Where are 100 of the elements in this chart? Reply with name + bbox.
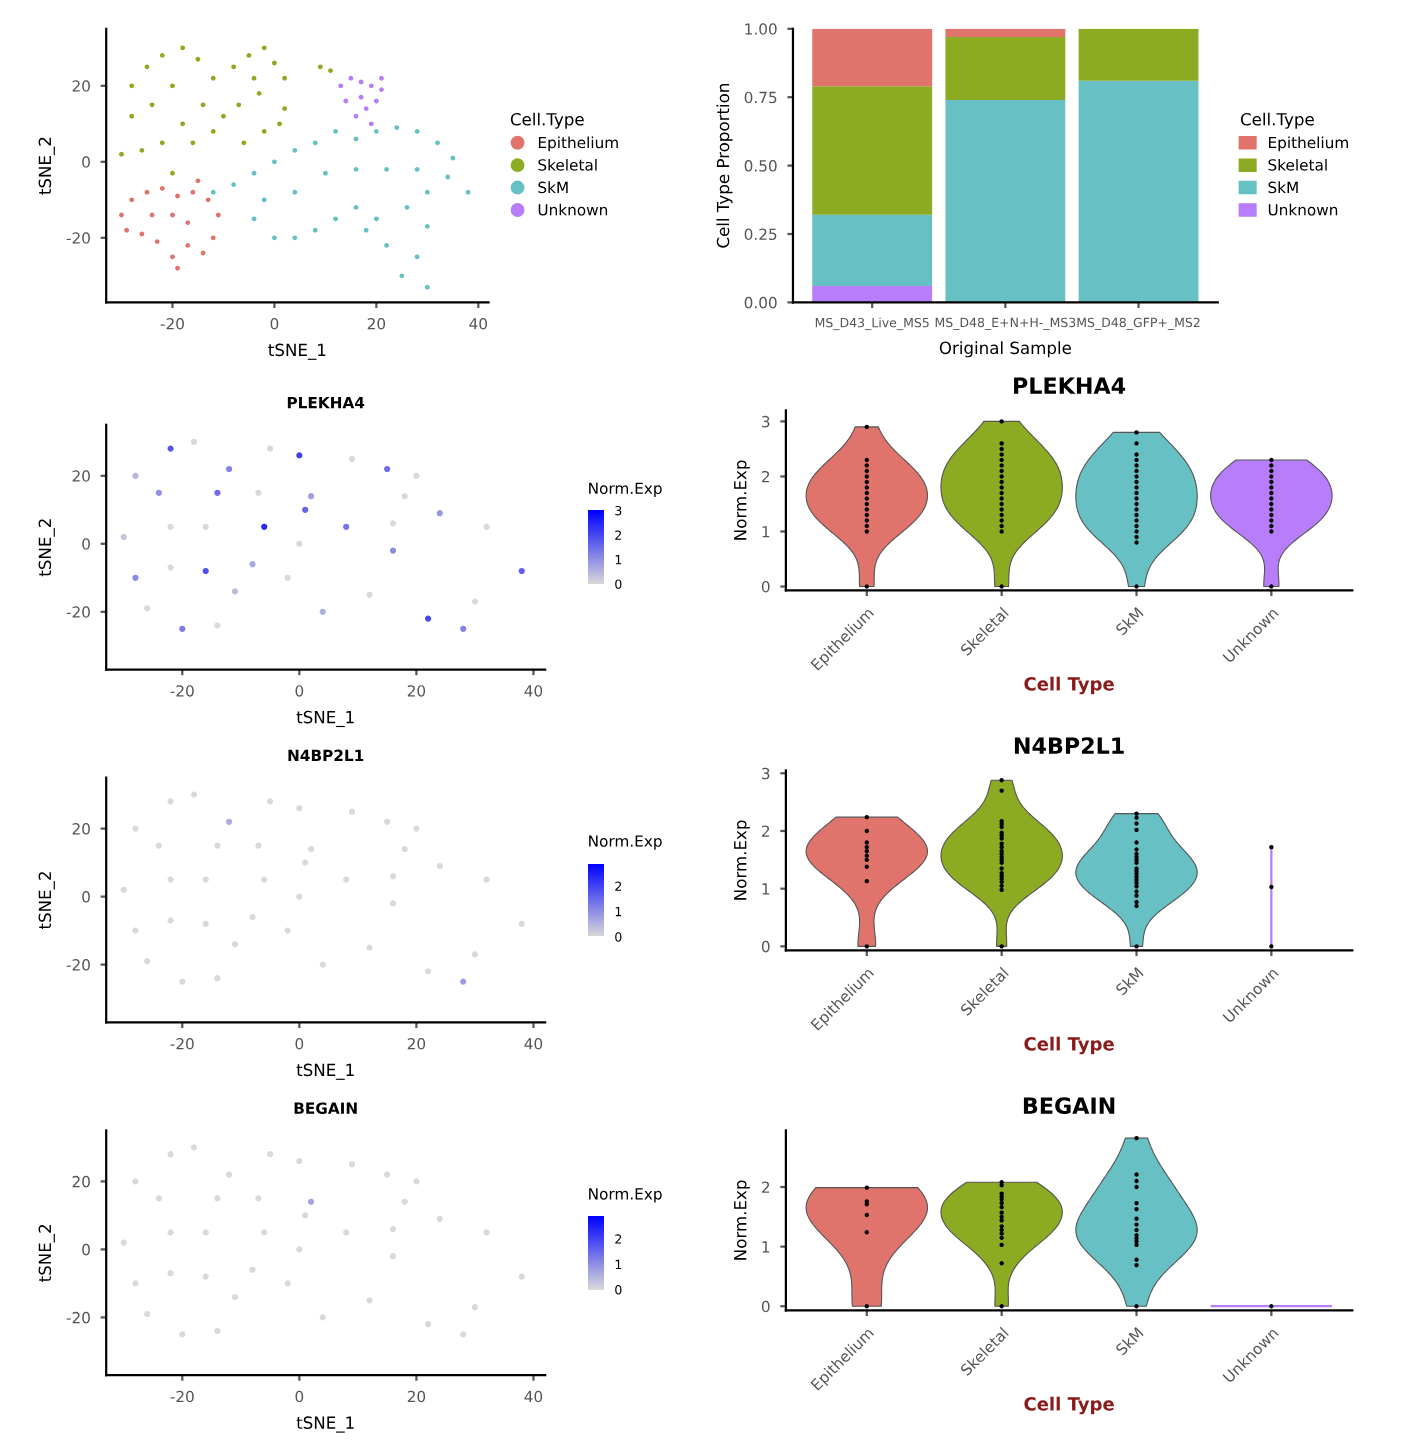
point [460, 1331, 467, 1338]
point [249, 913, 256, 921]
point [302, 506, 309, 513]
point [292, 189, 298, 195]
bar [1078, 80, 1199, 303]
point [366, 591, 373, 598]
legend-title: Cell.Type [1240, 112, 1314, 129]
point [284, 927, 291, 934]
point [460, 978, 467, 985]
point [414, 128, 420, 134]
point [401, 493, 408, 500]
point [236, 102, 242, 108]
point [319, 961, 326, 968]
point [322, 170, 328, 176]
legend-title: Cell.Type [510, 112, 584, 129]
point [348, 808, 356, 815]
point [266, 1151, 274, 1158]
point [241, 140, 247, 146]
point [159, 52, 165, 58]
point [348, 455, 356, 462]
point [226, 465, 233, 473]
point [129, 83, 135, 89]
bar [812, 28, 933, 87]
point [343, 523, 350, 530]
point [202, 1229, 209, 1236]
point [167, 876, 174, 883]
point [167, 445, 174, 452]
point [226, 818, 233, 825]
point [167, 1270, 174, 1277]
point [167, 917, 174, 924]
point [251, 216, 257, 222]
point [202, 876, 209, 883]
bar [812, 285, 933, 303]
point [302, 1212, 309, 1219]
point [205, 197, 211, 203]
point [363, 106, 369, 112]
point [144, 1310, 151, 1318]
point [159, 185, 165, 191]
point [155, 842, 162, 849]
point [368, 121, 374, 127]
bar [1078, 28, 1199, 81]
point [358, 94, 364, 100]
point [195, 56, 201, 62]
point [180, 45, 186, 51]
point [200, 102, 206, 108]
y-axis-title: Norm.Exp [734, 1180, 750, 1260]
point [202, 920, 209, 927]
point [139, 147, 145, 153]
point [348, 1161, 356, 1168]
point [413, 825, 420, 832]
point [154, 239, 160, 245]
point [214, 975, 221, 982]
x-axis-title: tSNE_1 [296, 1416, 354, 1433]
point [190, 189, 196, 195]
point [483, 1229, 490, 1236]
point [424, 189, 430, 195]
y-axis-title: tSNE_2 [38, 137, 55, 195]
x-axis-title: tSNE_1 [296, 1063, 354, 1080]
point [120, 886, 127, 893]
point [465, 189, 471, 195]
bar [945, 28, 1066, 38]
y-axis-title: Norm.Exp [734, 460, 750, 540]
point [144, 958, 151, 965]
point [261, 1229, 268, 1236]
point [348, 75, 354, 81]
point [292, 235, 298, 241]
point [167, 1151, 174, 1158]
x-axis-title: Cell Type [1024, 1036, 1114, 1055]
point [231, 941, 239, 948]
point [343, 98, 349, 104]
point [284, 1280, 291, 1287]
point [373, 128, 379, 134]
point [129, 197, 135, 203]
bar [812, 86, 933, 215]
point [413, 1178, 420, 1185]
point [425, 615, 432, 622]
point [373, 216, 379, 222]
point [144, 64, 150, 70]
point [296, 1157, 303, 1165]
point [261, 128, 267, 134]
point [414, 254, 420, 260]
point [185, 242, 191, 248]
point [424, 223, 430, 229]
point [210, 75, 216, 81]
point [460, 625, 467, 632]
point [296, 893, 303, 900]
point [266, 445, 274, 452]
point [202, 523, 209, 530]
y-axis-title: tSNE_2 [38, 519, 55, 577]
point [120, 533, 127, 541]
point [425, 968, 432, 975]
point [436, 862, 443, 870]
point [302, 859, 309, 866]
point [167, 1229, 174, 1236]
point [483, 523, 490, 530]
point [231, 1293, 239, 1301]
point [231, 64, 237, 70]
point [210, 235, 216, 241]
point [132, 1178, 139, 1185]
bar [945, 37, 1066, 100]
